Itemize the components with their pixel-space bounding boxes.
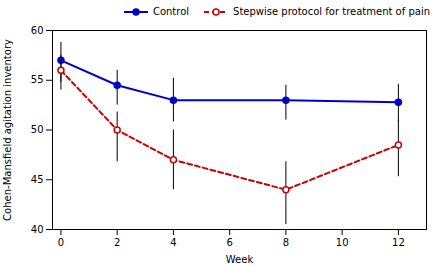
svg-text:Week: Week xyxy=(226,254,254,265)
svg-text:6: 6 xyxy=(226,237,232,248)
html-text:Stepwise protocol for treatmen: Stepwise protocol for treatment of pain xyxy=(233,6,430,17)
svg-text:55: 55 xyxy=(31,74,44,85)
svg-text:60: 60 xyxy=(31,25,44,36)
svg-text:10: 10 xyxy=(336,237,349,248)
svg-text:50: 50 xyxy=(31,124,44,135)
html-text:Control: Control xyxy=(152,6,190,17)
svg-text:12: 12 xyxy=(392,237,405,248)
svg-text:Cohen-Mansfield agitation inve: Cohen-Mansfield agitation inventory xyxy=(2,39,13,221)
svg-text:4: 4 xyxy=(170,237,176,248)
svg-text:45: 45 xyxy=(31,174,44,185)
svg-text:8: 8 xyxy=(283,237,289,248)
svg-text:2: 2 xyxy=(114,237,120,248)
svg-text:40: 40 xyxy=(31,224,44,235)
svg-text:0: 0 xyxy=(58,237,64,248)
